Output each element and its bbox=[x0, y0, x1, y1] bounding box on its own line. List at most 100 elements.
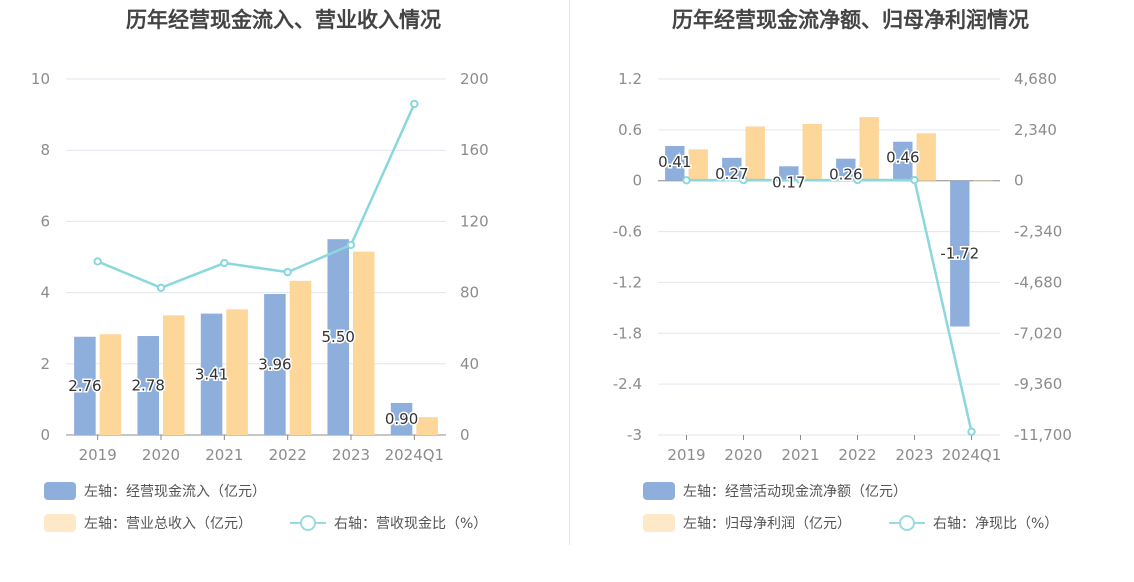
x-tick-label: 2019 bbox=[667, 446, 705, 464]
bar-series-1 bbox=[665, 145, 685, 181]
x-tick-label: 2024Q1 bbox=[942, 446, 1002, 464]
legend-swatch-icon bbox=[643, 514, 675, 532]
x-tick-label: 2021 bbox=[781, 446, 819, 464]
left-tick-label: -0.6 bbox=[613, 223, 642, 241]
right-tick-label: -11,700 bbox=[1014, 426, 1072, 444]
legend-label: 右轴：营收现金比（%） bbox=[334, 516, 488, 532]
bar-series-2 bbox=[289, 280, 312, 435]
right-tick-label: 4,680 bbox=[1014, 70, 1057, 88]
legend-item-bar2[interactable]: 左轴：归母净利润（亿元） bbox=[643, 513, 851, 533]
left-tick-label: 0 bbox=[632, 172, 642, 190]
bar-series-1 bbox=[779, 166, 799, 181]
bar-data-label: 2.76 bbox=[68, 377, 101, 395]
chart-panel-left: 历年经营现金流入、营业收入情况 0 0 2 40 4 80 6 120 8 160 10 200 201… bbox=[31, 8, 489, 533]
x-tick-label: 2021 bbox=[205, 446, 243, 464]
left-tick-label: -3 bbox=[627, 426, 642, 444]
right-tick-label: 120 bbox=[460, 212, 489, 230]
chart-title: 历年经营现金流净额、归母净利润情况 bbox=[672, 8, 1029, 32]
right-tick-label: 0 bbox=[1014, 172, 1024, 190]
legend-label: 左轴：营业总收入（亿元） bbox=[84, 516, 252, 532]
bar-data-label: 0.46 bbox=[886, 149, 919, 167]
right-tick-label: 2,340 bbox=[1014, 121, 1057, 139]
left-tick-label: 10 bbox=[31, 70, 50, 88]
line-point bbox=[739, 175, 748, 185]
legend-label: 左轴：归母净利润（亿元） bbox=[683, 516, 851, 532]
line-point bbox=[967, 427, 976, 436]
legend-swatch-icon bbox=[643, 482, 675, 500]
bar-data-label: 5.50 bbox=[322, 328, 355, 346]
chart-title: 历年经营现金流入、营业收入情况 bbox=[126, 8, 441, 32]
left-tick-label: -2.4 bbox=[613, 375, 642, 393]
bar-data-label: 0.27 bbox=[715, 165, 748, 183]
line-point bbox=[796, 176, 805, 185]
left-tick-label: 2 bbox=[40, 355, 50, 373]
bar-series-1 bbox=[950, 180, 970, 327]
right-tick-label: -2,340 bbox=[1014, 223, 1062, 241]
right-tick-label: 160 bbox=[460, 141, 489, 159]
line-point bbox=[156, 283, 166, 292]
line-point bbox=[853, 175, 862, 185]
line-point bbox=[93, 257, 102, 266]
legend-swatch-icon bbox=[44, 514, 76, 532]
bar-series-1 bbox=[893, 141, 913, 181]
left-tick-label: 8 bbox=[40, 141, 50, 159]
panel-divider bbox=[569, 0, 570, 545]
left-tick-label: 0 bbox=[40, 426, 50, 444]
x-tick-label: 2023 bbox=[895, 446, 933, 464]
bar-series-2 bbox=[99, 334, 122, 435]
line-point bbox=[346, 240, 356, 250]
line-point bbox=[220, 258, 229, 268]
bar-data-label: 0.41 bbox=[658, 153, 691, 171]
bar-data-label: 0.26 bbox=[829, 166, 862, 184]
bar-series-2 bbox=[416, 417, 438, 435]
bar-data-label: 2.78 bbox=[132, 377, 165, 395]
right-tick-label: 200 bbox=[460, 70, 489, 88]
bar-series-2 bbox=[688, 149, 708, 181]
chart-plot: 0 0 2 40 4 80 6 120 8 160 10 200 2019 2020 2021 2022 202… bbox=[31, 70, 489, 464]
bar-data-label: 3.96 bbox=[258, 356, 291, 374]
chart-plot: 1.2 4,680 0.6 2,340 0 0 -0.6 -2,340 -1.2 -4,680 -1… bbox=[613, 70, 1072, 464]
legend-item-bar2[interactable]: 左轴：营业总收入（亿元） bbox=[44, 513, 252, 533]
left-tick-label: 4 bbox=[40, 284, 50, 302]
left-tick-label: 1.2 bbox=[618, 70, 642, 88]
x-tick-label: 2022 bbox=[269, 446, 307, 464]
legend-line-icon bbox=[290, 514, 326, 532]
bar-series-2 bbox=[353, 251, 375, 435]
bar-data-label: 3.41 bbox=[195, 365, 228, 383]
bar-series-1 bbox=[390, 402, 413, 435]
x-tick-label: 2023 bbox=[332, 446, 370, 464]
bar-series-1 bbox=[74, 336, 96, 435]
legend-swatch-icon bbox=[44, 482, 76, 500]
legend-item-line[interactable]: 右轴：净现比（%） bbox=[889, 513, 1058, 533]
bar-series-1 bbox=[327, 239, 349, 435]
legend-item-bar1[interactable]: 左轴：经营活动现金流净额（亿元） bbox=[643, 481, 907, 501]
bar-series-2 bbox=[163, 315, 185, 435]
line-series bbox=[686, 178, 973, 433]
bar-series-1 bbox=[264, 294, 286, 435]
legend-item-bar1[interactable]: 左轴：经营现金流入（亿元） bbox=[44, 481, 266, 501]
legend-line-icon bbox=[889, 514, 925, 532]
bar-series-2 bbox=[973, 180, 993, 182]
x-tick-label: 2022 bbox=[838, 446, 876, 464]
legend-label: 左轴：经营现金流入（亿元） bbox=[84, 484, 266, 500]
legend-item-line[interactable]: 右轴：营收现金比（%） bbox=[290, 513, 487, 533]
line-series bbox=[97, 103, 416, 290]
bar-data-label: -1.72 bbox=[940, 245, 979, 263]
bar-series-2 bbox=[802, 123, 822, 181]
x-tick-label: 2020 bbox=[724, 446, 762, 464]
right-tick-label: 40 bbox=[460, 355, 479, 373]
x-tick-label: 2024Q1 bbox=[385, 446, 445, 464]
left-tick-label: -1.8 bbox=[613, 324, 642, 342]
right-tick-label: 80 bbox=[460, 284, 479, 302]
right-tick-label: 0 bbox=[460, 426, 470, 444]
bar-series-1 bbox=[722, 157, 742, 181]
bar-series-1 bbox=[200, 313, 223, 435]
bar-data-label: 0.17 bbox=[772, 173, 805, 191]
legend-label: 左轴：经营活动现金流净额（亿元） bbox=[683, 484, 907, 500]
bar-series-1 bbox=[836, 158, 856, 181]
left-tick-label: 0.6 bbox=[618, 121, 642, 139]
bar-series-2 bbox=[916, 133, 936, 181]
bar-series-2 bbox=[745, 126, 765, 181]
x-tick-label: 2019 bbox=[79, 446, 117, 464]
right-tick-label: -4,680 bbox=[1014, 273, 1062, 291]
